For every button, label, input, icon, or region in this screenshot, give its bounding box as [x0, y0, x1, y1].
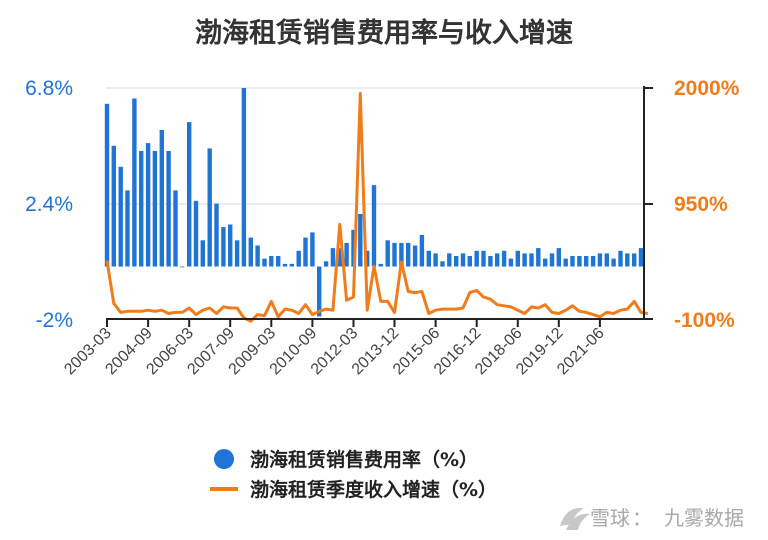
- left-tick-label: 2.4%: [25, 193, 73, 216]
- bar: [625, 253, 630, 267]
- bar: [221, 227, 226, 267]
- bar: [481, 250, 486, 267]
- bar: [166, 151, 171, 267]
- bar: [563, 258, 568, 267]
- bar: [385, 240, 390, 267]
- bar: [228, 224, 233, 267]
- bar: [118, 166, 123, 267]
- bar: [241, 88, 247, 267]
- bar: [433, 253, 438, 267]
- bar: [543, 258, 548, 267]
- bar: [193, 200, 199, 267]
- bar: [556, 248, 561, 267]
- bar: [604, 253, 609, 267]
- bar: [248, 237, 253, 267]
- left-tick-label: -2%: [36, 309, 73, 332]
- bar: [323, 261, 329, 267]
- bar: [207, 148, 212, 267]
- bar: [200, 240, 205, 267]
- legend-marker-bar: [214, 449, 234, 469]
- bar: [351, 229, 356, 267]
- watermark-author: 九雾数据: [664, 506, 744, 530]
- bar: [214, 203, 219, 267]
- bar: [180, 266, 185, 268]
- bar: [611, 258, 616, 267]
- bar: [454, 256, 459, 267]
- bar: [508, 258, 514, 267]
- right-tick-label: 2000%: [674, 77, 740, 100]
- bar: [474, 250, 479, 267]
- bar: [440, 261, 445, 267]
- left-tick-label: 6.8%: [25, 77, 73, 100]
- bar: [577, 256, 582, 267]
- bar: [549, 253, 555, 267]
- bar: [426, 250, 431, 267]
- bar: [296, 250, 301, 267]
- bar: [282, 263, 288, 267]
- x-axis-ticks: 2003-032004-092006-032007-092009-032010-…: [61, 319, 608, 378]
- bar: [378, 263, 383, 267]
- bar: [310, 232, 315, 267]
- bar: [392, 242, 397, 267]
- bar: [590, 256, 596, 267]
- bar: [234, 240, 240, 267]
- bar: [488, 256, 493, 267]
- bar: [399, 242, 404, 267]
- bar: [412, 245, 418, 267]
- legend-label-bar: 渤海租赁销售费用率（%）: [250, 448, 478, 471]
- bar: [111, 145, 116, 267]
- watermark-brand: 雪球: [590, 506, 630, 530]
- bar: [371, 185, 377, 267]
- right-tick-label: 950%: [674, 193, 728, 216]
- bar: [132, 98, 137, 267]
- bar: [330, 248, 336, 267]
- bar: [152, 151, 158, 267]
- bar: [289, 263, 294, 267]
- xueqiu-logo-icon: [560, 507, 590, 530]
- bar-series: [104, 88, 644, 317]
- bar: [173, 190, 178, 267]
- bar: [522, 253, 527, 267]
- bar: [501, 250, 507, 267]
- bar: [303, 237, 308, 267]
- bar: [344, 242, 349, 267]
- bar: [419, 235, 425, 267]
- bar: [317, 266, 322, 317]
- bar: [515, 250, 520, 267]
- bar: [337, 248, 342, 267]
- watermark-separator: ：: [632, 506, 652, 530]
- bar: [159, 130, 164, 267]
- bar: [536, 248, 541, 267]
- bar: [255, 245, 260, 267]
- bar: [638, 248, 644, 267]
- chart-title: 渤海租赁销售费用率与收入增速: [195, 17, 573, 49]
- legend-label-line: 渤海租赁季度收入增速（%）: [250, 478, 497, 501]
- bar: [365, 250, 370, 267]
- bar: [570, 256, 575, 267]
- bar: [125, 190, 130, 267]
- bar: [460, 253, 466, 267]
- bar: [104, 103, 110, 267]
- bar: [262, 258, 267, 267]
- bar: [139, 151, 144, 267]
- bar: [495, 253, 500, 267]
- watermark: 雪球 ： 九雾数据: [560, 506, 744, 530]
- bar: [632, 253, 637, 267]
- bar: [406, 242, 411, 267]
- bar: [358, 214, 363, 267]
- bar: [529, 253, 534, 267]
- bar: [467, 256, 472, 267]
- bar: [269, 256, 274, 267]
- bar: [584, 256, 589, 267]
- bar: [597, 253, 603, 267]
- revenue-growth-line: [105, 92, 649, 323]
- bar: [618, 250, 623, 267]
- bar: [447, 253, 452, 267]
- right-tick-label: -100%: [674, 309, 735, 332]
- bar: [276, 256, 281, 267]
- bar: [145, 143, 151, 267]
- bar: [187, 122, 192, 267]
